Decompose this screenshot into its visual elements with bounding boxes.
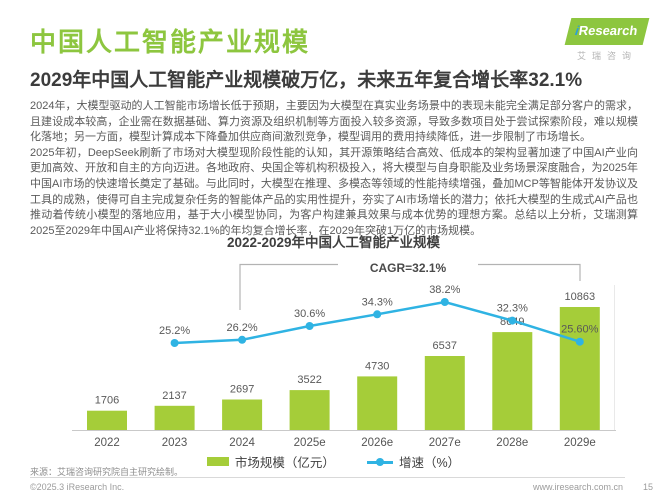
growth-line-group: 25.2% 26.2% 30.6% 34.3% 38.2% 32.3% 25.60%	[159, 284, 599, 347]
page-footer: ©2025.3 iResearch Inc. www.iresearch.com…	[30, 482, 653, 492]
paragraph-2: 2025年初，DeepSeek刷新了市场对大模型现阶段性能的认知，其开源策略结合…	[30, 146, 638, 237]
growth-point	[305, 322, 314, 330]
page-number: 15	[642, 482, 653, 492]
bar	[289, 390, 330, 430]
page-title: 中国人工智能产业规模	[30, 27, 311, 57]
legend-label-market-size: 市场规模（亿元）	[234, 456, 335, 470]
footer-divider	[30, 477, 625, 478]
bar	[222, 399, 263, 430]
bar	[154, 405, 195, 430]
cagr-bracket: CAGR=32.1%	[239, 261, 581, 310]
copyright-text: ©2025.3 iResearch Inc.	[30, 482, 125, 492]
bar-value-label: 1706	[95, 395, 119, 407]
bar	[424, 356, 465, 430]
bar-value-label: 2137	[162, 390, 186, 402]
chart-canvas: CAGR=32.1% 17062137269735224730653786491…	[72, 261, 616, 449]
growth-point	[440, 298, 449, 306]
growth-label: 30.6%	[294, 308, 325, 320]
page-subtitle: 2029年中国人工智能产业规模破万亿，未来五年复合增长率32.1%	[30, 70, 583, 91]
growth-label: 34.3%	[362, 296, 393, 308]
bar-value-label: 3522	[297, 374, 321, 386]
x-axis-label: 2027e	[429, 437, 461, 449]
body-text: 2024年，大模型驱动的人工智能市场增长低于预期，主要因为大模型在真实业务场景中…	[30, 99, 638, 239]
growth-point	[575, 337, 584, 346]
bar-value-label: 6537	[433, 340, 457, 352]
cagr-label: CAGR=32.1%	[370, 261, 447, 275]
growth-point	[170, 339, 179, 347]
growth-label: 26.2%	[226, 322, 257, 334]
bar	[87, 410, 127, 430]
bar-value-label: 10863	[565, 291, 596, 303]
source-note: 来源：艾瑞咨询研究院自主研究绘制。	[30, 467, 184, 477]
x-axis-labels: 2022 2023 2024 2025e 2026e 2027e 2028e 2029e	[94, 437, 596, 449]
x-axis-label: 2022	[94, 437, 120, 449]
logo-wordmark: Research	[577, 23, 639, 38]
bar	[559, 307, 600, 430]
growth-label: 32.3%	[497, 303, 528, 315]
bar-series-swatch-icon	[206, 457, 229, 466]
line-series-swatch-icon	[366, 457, 393, 467]
chart-legend: 市场规模（亿元） 增速（%）	[0, 452, 667, 471]
chart-title: 2022-2029年中国人工智能产业规模	[226, 235, 441, 250]
bar	[492, 332, 533, 430]
x-axis-label: 2023	[162, 437, 188, 449]
x-axis-label: 2028e	[496, 437, 528, 449]
iresearch-logo: iResearch 艾瑞咨询	[559, 18, 655, 62]
growth-label: 38.2%	[429, 284, 460, 296]
growth-point	[373, 310, 382, 319]
growth-label: 25.2%	[159, 325, 190, 337]
bar-value-label: 2697	[230, 384, 254, 396]
growth-point	[508, 316, 517, 325]
website-text: www.iresearch.com.cn	[532, 482, 623, 492]
paragraph-1: 2024年，大模型驱动的人工智能市场增长低于预期，主要因为大模型在真实业务场景中…	[30, 100, 638, 144]
bar	[357, 376, 398, 430]
growth-point	[238, 335, 247, 344]
bars-group: 170621372697352247306537864910863	[87, 291, 600, 430]
bar-value-label: 4730	[365, 360, 389, 372]
x-axis-label: 2029e	[564, 437, 596, 449]
legend-item-growth-rate: 增速（%）	[366, 452, 461, 471]
growth-label: 25.60%	[561, 324, 599, 336]
legend-label-growth-rate: 增速（%）	[398, 456, 461, 470]
logo-chinese-name: 艾瑞咨询	[576, 51, 637, 61]
legend-item-market-size: 市场规模（亿元）	[206, 452, 335, 471]
x-axis-label: 2026e	[361, 437, 393, 449]
x-axis-label: 2025e	[294, 437, 326, 449]
logo-badge: iResearch	[564, 18, 650, 45]
x-axis-label: 2024	[229, 437, 255, 449]
